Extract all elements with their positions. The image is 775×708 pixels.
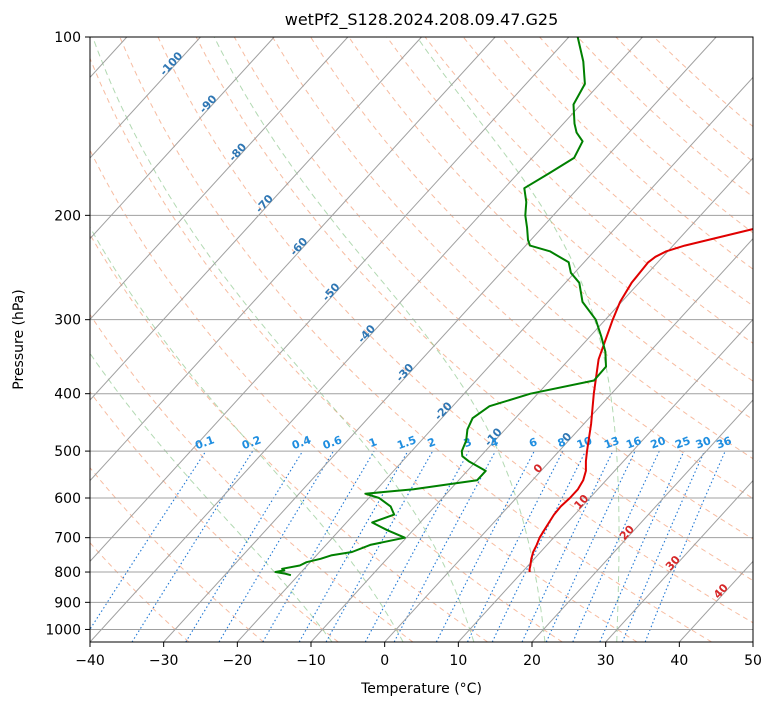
mixing-ratio-line bbox=[621, 450, 706, 642]
x-tick-label: 30 bbox=[597, 653, 615, 669]
x-tick-label: 20 bbox=[523, 653, 541, 669]
moist-adiabat-line bbox=[90, 352, 333, 642]
y-tick-label: 100 bbox=[54, 30, 81, 46]
y-tick-label: 300 bbox=[54, 313, 81, 329]
x-tick-label: −10 bbox=[296, 653, 326, 669]
mixing-ratio-label: 1.5 bbox=[395, 433, 418, 452]
mixing-ratio-label: 3 bbox=[462, 435, 474, 450]
moist-adiabat-line bbox=[92, 37, 475, 642]
isotherm-line bbox=[90, 37, 201, 159]
isotherm-line bbox=[236, 76, 753, 642]
y-tick-label: 600 bbox=[54, 491, 81, 507]
dewpoint-profile-line bbox=[274, 37, 607, 577]
mixing-ratio-line bbox=[599, 450, 685, 642]
mixing-ratio-label: 0.1 bbox=[193, 433, 216, 452]
mixing-ratio-line bbox=[90, 450, 207, 631]
profile-series bbox=[274, 37, 753, 577]
y-axis-label: Pressure (hPa) bbox=[11, 289, 27, 389]
dry-adiabat-line bbox=[90, 233, 488, 642]
y-tick-label: 500 bbox=[54, 444, 81, 460]
isotherms bbox=[90, 37, 753, 642]
mixing-ratio-line bbox=[325, 450, 434, 642]
mixing-ratio-label: 2 bbox=[426, 435, 438, 450]
dry-adiabat-line bbox=[386, 37, 753, 382]
mixing-ratio-label: 8 bbox=[556, 435, 568, 450]
isotherm-line bbox=[605, 479, 753, 642]
isobars bbox=[90, 37, 753, 630]
dry-adiabat-line bbox=[90, 466, 264, 642]
y-tick-label: 800 bbox=[54, 565, 81, 581]
mixing-ratio-label: 0.2 bbox=[240, 433, 263, 452]
x-axis-label: Temperature (°C) bbox=[360, 681, 482, 697]
isotherm-line bbox=[90, 37, 275, 240]
mixing-ratio-line bbox=[131, 450, 254, 642]
moist-adiabats bbox=[90, 37, 620, 642]
dry-adiabat-line bbox=[195, 37, 753, 582]
dry-adiabat-line bbox=[90, 149, 563, 642]
dry-adiabat-line bbox=[272, 37, 753, 500]
mixing-ratio-line bbox=[185, 450, 304, 642]
background-lines bbox=[90, 37, 753, 642]
mixing-ratio-label: 0.4 bbox=[290, 433, 313, 452]
isotherm-line bbox=[163, 37, 717, 642]
moist-adiabat-line bbox=[213, 37, 546, 642]
dry-adiabat-line bbox=[157, 37, 753, 624]
y-tick-label: 400 bbox=[54, 387, 81, 403]
mixing-ratio-label: 20 bbox=[649, 434, 668, 452]
isotherm-line bbox=[384, 237, 753, 642]
moist-adiabat-line bbox=[416, 37, 620, 642]
isotherm-line bbox=[531, 399, 753, 642]
x-tick-label: −30 bbox=[149, 653, 179, 669]
x-axis: −40 −30 −20 −10 0 10 20 30 40 50 bbox=[75, 642, 762, 669]
x-tick-label: 50 bbox=[744, 653, 762, 669]
x-tick-label: 40 bbox=[670, 653, 688, 669]
x-tick-label: −20 bbox=[223, 653, 253, 669]
y-tick-label: 1000 bbox=[45, 622, 81, 638]
mixing-ratio-label: 25 bbox=[673, 434, 692, 451]
mixing-ratio-label: 36 bbox=[715, 434, 734, 452]
mixing-ratio-label: 30 bbox=[694, 434, 713, 452]
isotherm-line bbox=[90, 37, 349, 321]
mixing-ratio-line bbox=[491, 450, 587, 642]
mixing-ratio-line bbox=[364, 450, 470, 642]
y-tick-label: 700 bbox=[54, 531, 81, 547]
y-axis: 100 200 300 400 500 600 700 800 900 1000 bbox=[45, 30, 90, 638]
dry-adiabat-line bbox=[348, 37, 753, 421]
mixing-ratio-label: 13 bbox=[602, 434, 621, 451]
x-tick-label: −40 bbox=[75, 653, 105, 669]
isotherm-line bbox=[90, 37, 570, 563]
mixing-ratio-label: 4 bbox=[488, 435, 500, 450]
dry-adiabat-line bbox=[462, 37, 753, 307]
mixing-ratio-label: 1 bbox=[367, 435, 379, 450]
mixing-ratio-line bbox=[572, 450, 660, 642]
mixing-ratio-label: 16 bbox=[624, 434, 643, 452]
plot-frame bbox=[89, 36, 754, 643]
x-tick-label: 10 bbox=[449, 653, 467, 669]
mixing-ratio-line bbox=[467, 450, 564, 642]
temperature-profile-line bbox=[528, 228, 753, 572]
isotherm-line bbox=[457, 318, 753, 642]
mixing-ratio-label: 6 bbox=[527, 435, 539, 450]
y-tick-label: 200 bbox=[54, 208, 81, 224]
y-tick-label: 900 bbox=[54, 595, 81, 611]
isotherm-line bbox=[90, 37, 496, 482]
x-tick-label: 0 bbox=[380, 653, 389, 669]
mixing-ratio-line bbox=[393, 450, 496, 642]
mixing-ratio-label: 0.6 bbox=[321, 433, 344, 452]
chart-title: wetPf2_S128.2024.208.09.47.G25 bbox=[285, 10, 559, 30]
isotherm-line bbox=[310, 157, 753, 642]
moist-adiabat-line bbox=[90, 226, 404, 642]
isotherm-line bbox=[90, 37, 643, 642]
isotherm-line bbox=[90, 37, 422, 401]
